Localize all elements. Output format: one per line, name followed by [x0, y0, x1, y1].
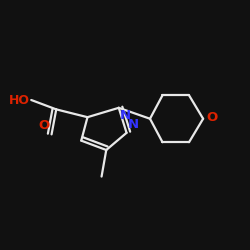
Text: O: O: [39, 119, 50, 132]
Text: HO: HO: [9, 94, 30, 106]
Text: N: N: [120, 110, 131, 122]
Text: O: O: [206, 111, 218, 124]
Text: N: N: [128, 118, 138, 131]
